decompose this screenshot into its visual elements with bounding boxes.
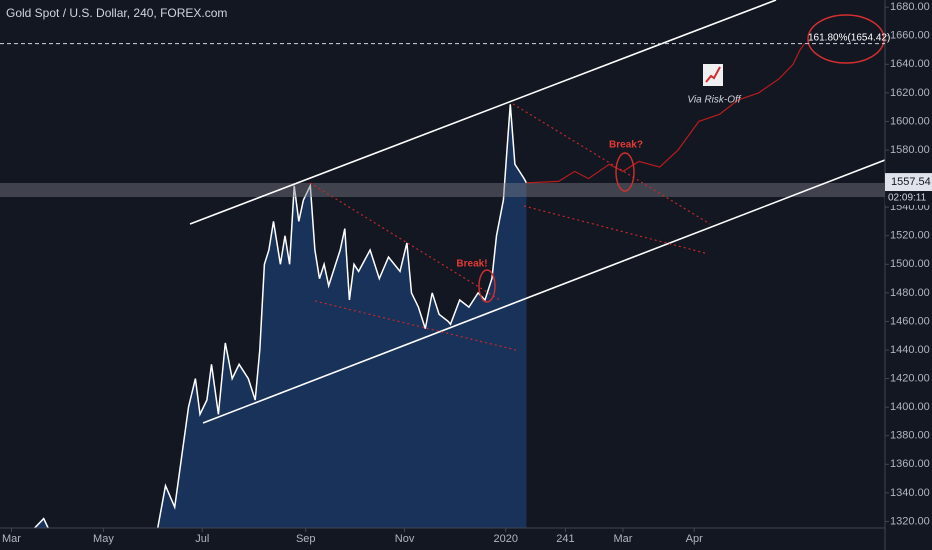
y-tick-label: 1400.00 [890,401,930,413]
last-price-label: 1557.54 [891,176,931,188]
x-tick-label: Sep [296,533,316,545]
trend-dotted [523,205,706,254]
x-tick-label: Apr [686,533,703,545]
x-tick-label: Jul [195,533,209,545]
annotation: Break! [456,259,487,270]
y-tick-label: 1500.00 [890,258,930,270]
x-tick-label: 241 [556,533,574,545]
y-tick-label: 1600.00 [890,115,930,127]
plot-area [33,43,805,528]
x-tick-label: Mar [2,533,21,545]
x-tick-label: Mar [613,533,632,545]
price-area [34,104,527,528]
y-tick-label: 1460.00 [890,315,930,327]
countdown-label: 02:09:11 [888,193,927,204]
y-tick-label: 1440.00 [890,344,930,356]
y-tick-label: 1340.00 [890,487,930,499]
y-tick-label: 1680.00 [890,1,930,13]
break-circle [478,269,496,303]
y-tick-label: 1480.00 [890,287,930,299]
y-tick-label: 1640.00 [890,58,930,70]
break-circle [615,152,635,192]
icon-arrow [705,66,721,83]
y-tick-label: 1380.00 [890,430,930,442]
last-price-box [885,173,932,192]
y-tick-label: 1320.00 [890,515,930,527]
x-tick-label: May [93,533,114,545]
channel-upper [189,0,777,225]
y-tick-label: 1620.00 [890,87,930,99]
y-tick-label: 1660.00 [890,30,930,42]
annotation: Via Risk-Off [687,95,741,106]
x-tick-label: Nov [395,533,415,545]
target-circle [807,14,885,64]
y-tick-label: 1520.00 [890,230,930,242]
projection-line [526,43,805,184]
annotation: Break? [609,140,643,151]
fib-level-label: 161.80%(1654.42) [808,32,890,43]
price-line [33,104,528,528]
support-zone [0,183,885,197]
trend-dotted [309,182,501,301]
chart-title: Gold Spot / U.S. Dollar, 240, FOREX.com [6,6,227,20]
x-tick-label: 2020 [493,533,517,545]
y-tick-label: 1420.00 [890,372,930,384]
drawings [0,0,885,424]
countdown-box [885,191,932,206]
y-tick-label: 1580.00 [890,144,930,156]
trend-dotted [512,103,711,225]
y-tick-label: 1360.00 [890,458,930,470]
channel-lower [202,159,885,424]
